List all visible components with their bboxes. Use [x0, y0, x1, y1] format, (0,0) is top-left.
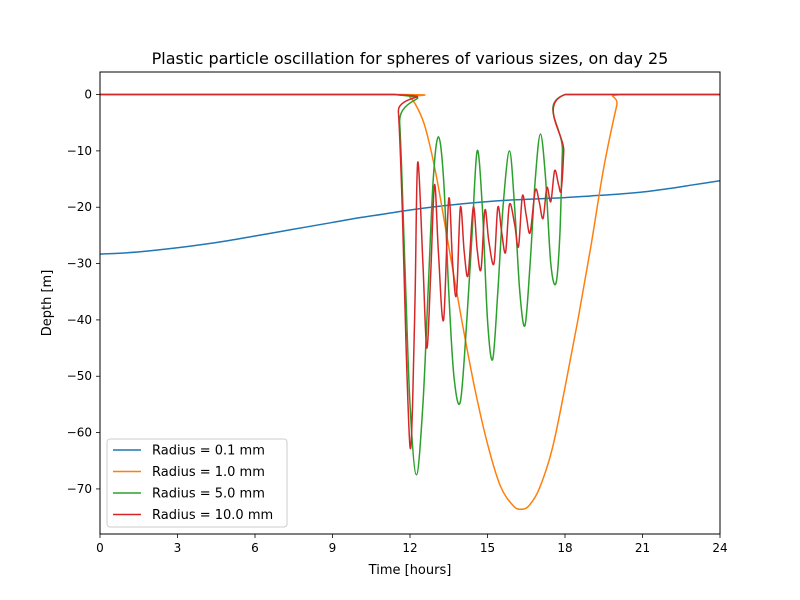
legend-label-4: Radius = 10.0 mm — [152, 508, 273, 523]
series-line-2 — [100, 93, 720, 510]
y-tick-label: −50 — [67, 369, 92, 383]
y-tick-label: −20 — [67, 200, 92, 214]
x-tick-label: 9 — [329, 541, 337, 555]
x-axis-label: Time [hours] — [368, 563, 452, 578]
series-line-1 — [99, 179, 721, 255]
x-axis-ticks: 0 3 6 9 12 15 18 21 24 — [96, 534, 728, 555]
chart-title: Plastic particle oscillation for spheres… — [152, 49, 669, 68]
legend-label-3: Radius = 5.0 mm — [152, 487, 265, 502]
plot-frame — [99, 71, 721, 535]
y-tick-label: −10 — [67, 144, 92, 158]
y-axis-ticks: 0 −10 −20 −30 −40 −50 −60 −70 — [67, 88, 100, 496]
series-layer — [99, 93, 721, 510]
y-axis-label: Depth [m] — [40, 270, 55, 337]
x-tick-label: 21 — [635, 541, 650, 555]
x-tick-label: 24 — [712, 541, 727, 555]
legend: Radius = 0.1 mm Radius = 1.0 mm Radius = 5… — [106, 438, 288, 528]
legend-frame — [106, 438, 288, 528]
series-line-4 — [100, 93, 720, 450]
x-tick-label: 0 — [96, 541, 104, 555]
series-line-3 — [100, 93, 720, 476]
legend-label-1: Radius = 0.1 mm — [152, 444, 265, 459]
x-tick-label: 3 — [174, 541, 182, 555]
legend-label-2: Radius = 1.0 mm — [152, 465, 265, 480]
x-tick-label: 15 — [480, 541, 495, 555]
y-tick-label: −60 — [67, 426, 92, 440]
y-tick-label: −70 — [67, 482, 92, 496]
x-tick-label: 18 — [557, 541, 572, 555]
x-tick-label: 6 — [251, 541, 259, 555]
y-tick-label: −30 — [67, 257, 92, 271]
y-tick-label: −40 — [67, 313, 92, 327]
y-tick-label: 0 — [84, 88, 92, 102]
x-tick-label: 12 — [402, 541, 417, 555]
